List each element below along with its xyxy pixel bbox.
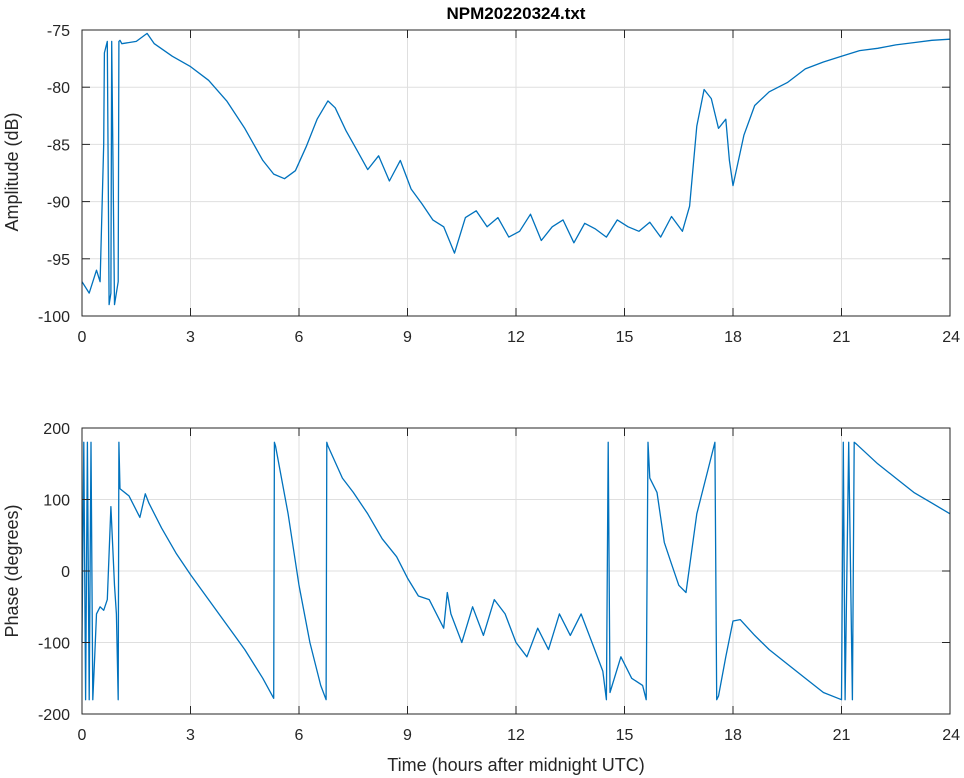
amplitude-series-line	[81, 32, 951, 306]
amplitude-xtick-label: 21	[833, 329, 851, 346]
phase-xtick-label: 3	[186, 727, 195, 744]
amplitude-xtick-label: 12	[507, 329, 525, 346]
amplitude-xticks: 0 3 6 9 12 15 18 21 24	[78, 30, 960, 346]
phase-xticks: 0 3 6 9 12 15 18 21 24	[78, 428, 960, 744]
phase-grid	[81, 427, 951, 715]
amplitude-ytick-label: -90	[47, 195, 70, 212]
amplitude-xtick-label: 0	[78, 329, 87, 346]
amplitude-xtick-label: 24	[942, 329, 960, 346]
phase-xtick-label: 15	[616, 727, 634, 744]
amplitude-axes-frame	[81, 29, 951, 317]
phase-xlabel: Time (hours after midnight UTC)	[387, 755, 644, 775]
phase-xtick-label: 9	[403, 727, 412, 744]
amplitude-ytick-label: -100	[38, 309, 70, 326]
amplitude-xtick-label: 15	[616, 329, 634, 346]
amplitude-ylabel: Amplitude (dB)	[2, 112, 22, 231]
phase-plot: Phase (degrees) Time (hours after midnig…	[2, 421, 960, 775]
amplitude-ytick-label: -85	[47, 137, 70, 154]
amplitude-series-layer	[81, 32, 951, 306]
amplitude-xtick-label: 18	[724, 329, 742, 346]
phase-yticks: -200 -100 0 100 200	[38, 421, 950, 724]
phase-ylabel: Phase (degrees)	[2, 504, 22, 637]
phase-xtick-label: 18	[724, 727, 742, 744]
amplitude-plot-title: NPM20220324.txt	[447, 4, 586, 23]
amplitude-yticks: -100 -95 -90 -85 -80 -75	[38, 23, 950, 326]
phase-xtick-label: 21	[833, 727, 851, 744]
amplitude-ytick-label: -80	[47, 80, 70, 97]
amplitude-plot: NPM20220324.txt Amplitude (dB) 0 3 6 9 12 15 1…	[2, 4, 960, 346]
phase-ytick-label: 200	[43, 421, 70, 438]
amplitude-grid	[81, 29, 951, 317]
amplitude-xtick-label: 3	[186, 329, 195, 346]
phase-axes-frame	[81, 427, 951, 715]
phase-ytick-label: -100	[38, 636, 70, 653]
amplitude-xtick-label: 6	[295, 329, 304, 346]
amplitude-xtick-label: 9	[403, 329, 412, 346]
phase-xtick-label: 6	[295, 727, 304, 744]
phase-xtick-label: 24	[942, 727, 960, 744]
phase-xtick-label: 0	[78, 727, 87, 744]
phase-ytick-label: 100	[43, 493, 70, 510]
amplitude-ytick-label: -95	[47, 252, 70, 269]
phase-ytick-label: 0	[61, 564, 70, 581]
phase-xtick-label: 12	[507, 727, 525, 744]
phase-series-layer	[81, 441, 951, 701]
phase-ytick-label: -200	[38, 707, 70, 724]
amplitude-ytick-label: -75	[47, 23, 70, 40]
phase-series-line	[81, 441, 951, 701]
